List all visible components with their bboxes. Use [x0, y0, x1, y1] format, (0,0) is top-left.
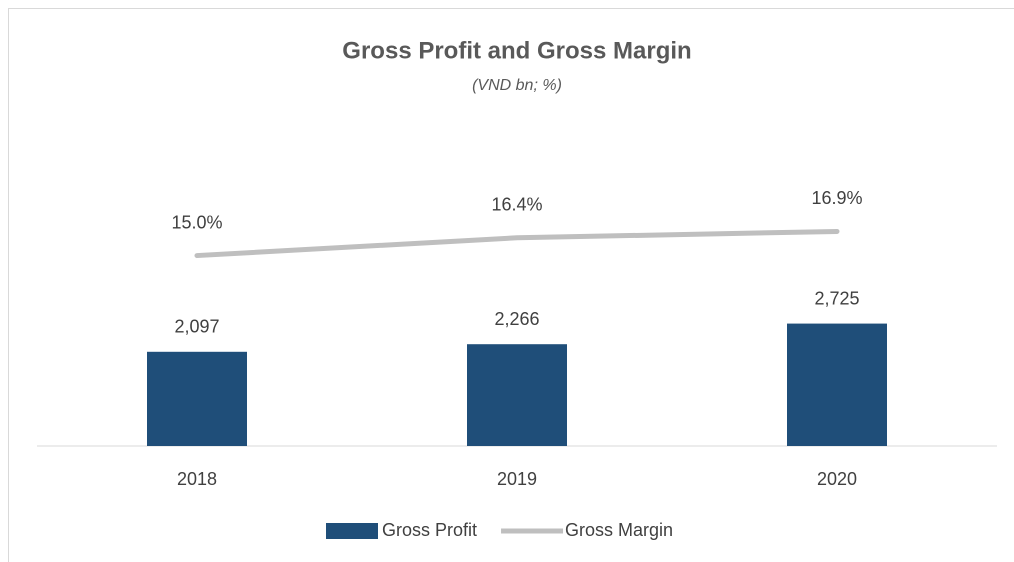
- data-label: 16.9%: [811, 188, 862, 208]
- x-tick-label: 2020: [817, 469, 857, 489]
- data-label: 2,097: [174, 317, 219, 337]
- x-tick-label: 2019: [497, 469, 537, 489]
- chart-title: Gross Profit and Gross Margin: [342, 37, 691, 64]
- data-label: 15.0%: [171, 212, 222, 232]
- legend-swatch: [326, 523, 378, 539]
- bar: [147, 351, 247, 446]
- line: [194, 228, 840, 259]
- chart-subtitle: (VND bn; %): [472, 77, 562, 94]
- bar: [787, 323, 887, 446]
- data-label: 2,725: [814, 288, 859, 308]
- legend-label: Gross Margin: [565, 520, 673, 540]
- x-tick-label: 2018: [177, 469, 217, 489]
- chart-frame: [8, 8, 1014, 562]
- legend-label: Gross Profit: [382, 520, 477, 540]
- data-label: 2,266: [494, 309, 539, 329]
- data-label: 16.4%: [491, 195, 542, 215]
- bar: [467, 344, 567, 446]
